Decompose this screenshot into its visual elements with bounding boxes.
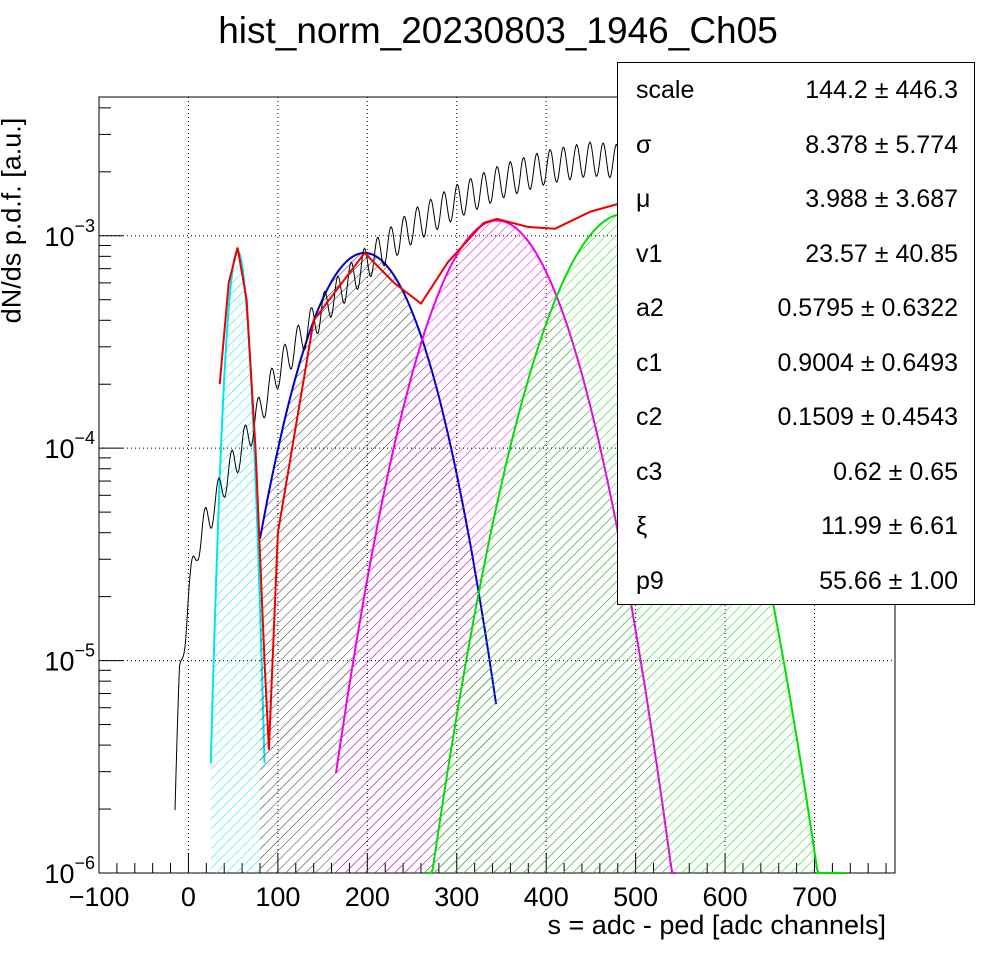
y-tick-label: 10−4 (44, 428, 95, 464)
stat-value: 23.57 ± 40.85 (805, 239, 958, 268)
component-1-fill (210, 250, 265, 873)
stat-value: 144.2 ± 446.3 (805, 76, 958, 104)
chart-title: hist_norm_20230803_1946_Ch05 (218, 10, 778, 51)
stat-name: c1 (636, 348, 663, 377)
stat-value: 11.99 ± 6.61 (821, 512, 958, 540)
stat-value: 55.66 ± 1.00 (819, 566, 958, 595)
stat-name: p9 (636, 566, 664, 595)
stat-row: a2 0.5795 ± 0.6322 (618, 294, 974, 348)
y-tick-label: 10−5 (44, 641, 95, 677)
stat-value: 0.1509 ± 0.4543 (777, 403, 958, 431)
stat-name: c3 (636, 457, 663, 486)
stat-value: 0.62 ± 0.65 (833, 457, 958, 486)
stat-row: v1 23.57 ± 40.85 (618, 240, 974, 294)
x-axis-label: s = adc - ped [adc channels] (547, 910, 886, 940)
stat-row: c1 0.9004 ± 0.6493 (618, 349, 974, 403)
x-tick-label: 400 (524, 882, 569, 912)
x-tick-label: 500 (613, 882, 658, 912)
x-tick-label: 600 (703, 882, 748, 912)
y-tick-label: 10−6 (44, 853, 95, 889)
stat-row: scale 144.2 ± 446.3 (618, 76, 974, 130)
stat-row: c2 0.1509 ± 0.4543 (618, 403, 974, 457)
stat-name: σ (636, 130, 652, 159)
stat-row: p9 55.66 ± 1.00 (618, 567, 974, 621)
stat-value: 0.5795 ± 0.6322 (777, 294, 958, 322)
stat-row: c3 0.62 ± 0.65 (618, 458, 974, 512)
data-histogram (174, 141, 663, 811)
stat-name: v1 (636, 239, 663, 268)
x-tick-label: 300 (434, 882, 479, 912)
stat-row: σ 8.378 ± 5.774 (618, 131, 974, 185)
x-tick-label: 100 (255, 882, 300, 912)
stat-name: c2 (636, 403, 663, 431)
stat-name: scale (636, 76, 695, 104)
x-tick-label: 200 (345, 882, 390, 912)
y-tick-label: 10−3 (44, 216, 95, 252)
y-axis-label: dN/ds p.d.f. [a.u.] (0, 117, 27, 324)
stat-row: μ 3.988 ± 3.687 (618, 185, 974, 239)
x-tick-label: 700 (792, 882, 837, 912)
fit-stats-box: scale 144.2 ± 446.3 σ 8.378 ± 5.774 μ 3.988 ±… (617, 62, 975, 605)
x-tick-label: −100 (69, 882, 130, 912)
stat-value: 3.988 ± 3.687 (805, 185, 958, 213)
stat-name: μ (636, 185, 651, 213)
stat-value: 8.378 ± 5.774 (805, 130, 958, 159)
stat-name: a2 (636, 294, 664, 322)
x-tick-label: 0 (181, 882, 196, 912)
stat-row: ξ 11.99 ± 6.61 (618, 512, 974, 566)
stat-name: ξ (636, 512, 648, 540)
stat-value: 0.9004 ± 0.6493 (777, 348, 958, 377)
